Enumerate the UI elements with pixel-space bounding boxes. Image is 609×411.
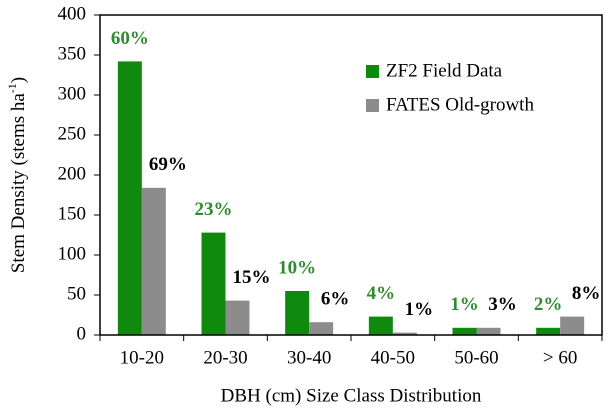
share-label: 60% <box>111 28 149 49</box>
share-label: 4% <box>367 283 396 304</box>
share-label: 1% <box>450 294 479 315</box>
bar <box>560 316 585 335</box>
y-tick-label: 300 <box>58 83 87 104</box>
y-tick-label: 350 <box>58 43 87 64</box>
legend-label: ZF2 Field Data <box>386 60 503 81</box>
x-tick-label: 40-50 <box>371 347 415 368</box>
share-label: 10% <box>278 257 316 278</box>
y-title-end: ) <box>8 77 29 83</box>
share-label: 3% <box>488 294 517 315</box>
x-tick-label: 10-20 <box>120 347 164 368</box>
share-label: 6% <box>321 289 350 310</box>
y-tick-label: 150 <box>58 203 87 224</box>
bar <box>201 232 226 335</box>
bar <box>225 300 250 335</box>
x-tick-label: > 60 <box>543 347 577 368</box>
y-tick-label: 400 <box>58 3 87 24</box>
share-label: 15% <box>233 267 271 288</box>
bar <box>368 316 393 335</box>
share-label: 23% <box>195 199 233 220</box>
bar <box>285 291 310 335</box>
bar <box>392 332 417 335</box>
bar <box>536 327 561 335</box>
y-title-main: Stem Density (stems ha <box>8 93 29 274</box>
share-label: 2% <box>534 294 563 315</box>
legend-label: FATES Old-growth <box>386 94 534 115</box>
share-label: 8% <box>572 283 601 304</box>
bar <box>141 187 166 335</box>
y-tick-label: 200 <box>58 163 87 184</box>
bar <box>117 61 142 336</box>
legend-swatch <box>366 99 379 112</box>
y-tick-label: 250 <box>58 123 87 144</box>
legend-swatch <box>366 65 379 78</box>
y-tick-label: 100 <box>58 243 87 264</box>
bar <box>309 322 334 335</box>
x-tick-label: 50-60 <box>454 347 498 368</box>
y-axis-title: Stem Density (stems ha-1) <box>5 77 30 273</box>
share-label: 1% <box>405 299 434 320</box>
y-tick-label: 0 <box>77 323 87 344</box>
x-axis-title: DBH (cm) Size Class Distribution <box>221 385 482 406</box>
x-tick-label: 20-30 <box>203 347 247 368</box>
x-tick-label: 30-40 <box>287 347 331 368</box>
bar <box>476 327 501 335</box>
bar <box>452 327 477 335</box>
y-title-sup: -1 <box>5 83 19 93</box>
share-label: 69% <box>149 154 187 175</box>
plot-frame <box>99 14 603 336</box>
y-tick-label: 50 <box>67 283 86 304</box>
